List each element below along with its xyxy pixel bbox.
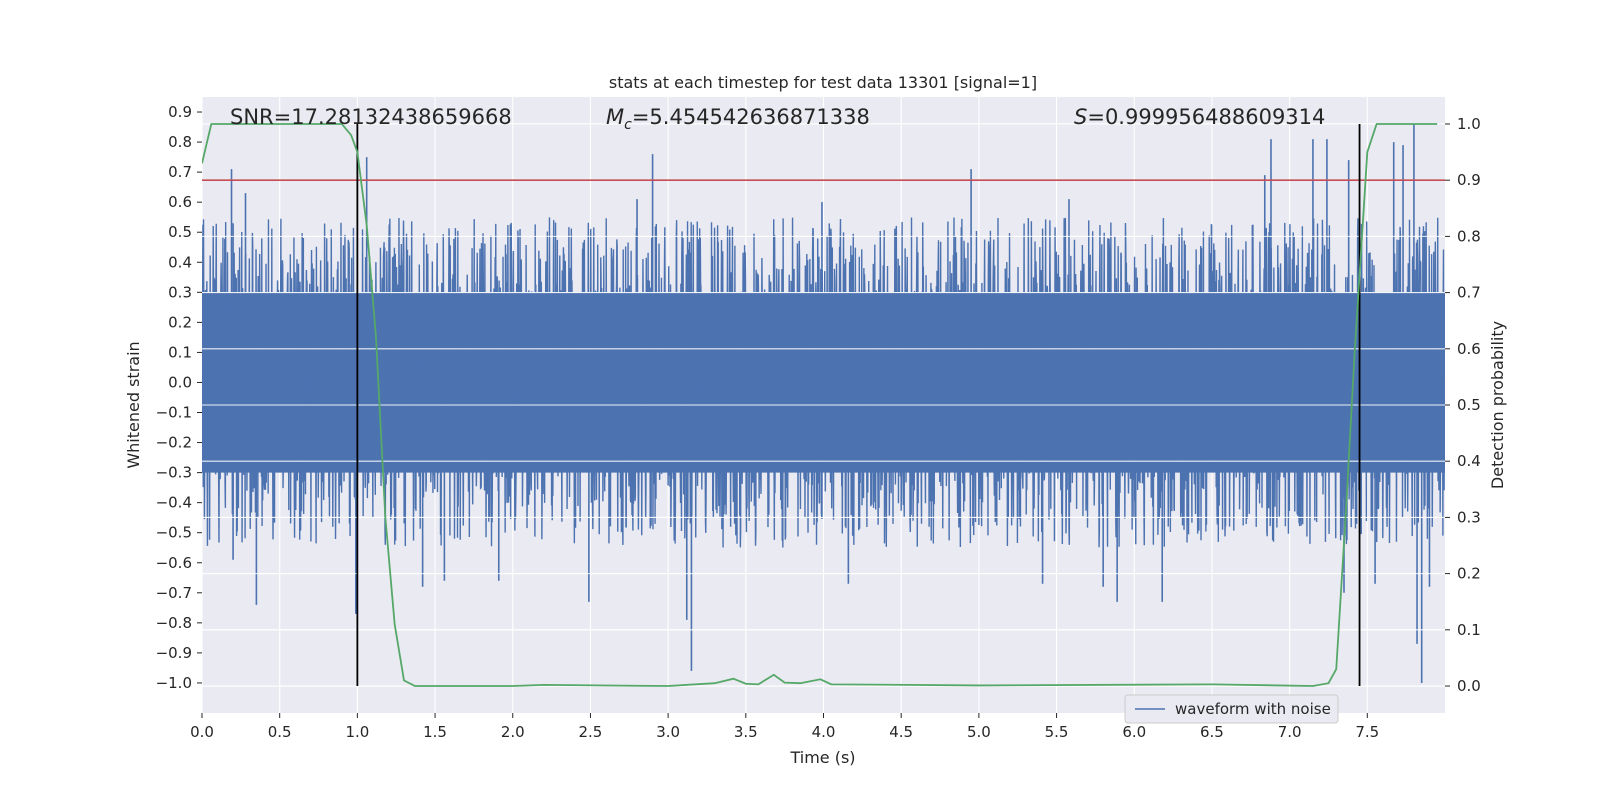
y-tick-label: −1.0: [156, 674, 192, 692]
x-tick-label: 7.0: [1278, 723, 1302, 741]
y2-tick-label: 0.3: [1457, 508, 1481, 526]
x-tick-label: 3.5: [734, 723, 758, 741]
y-tick-label: −0.5: [156, 524, 192, 542]
detection-stat-annotation: S=0.999956488609314: [1074, 105, 1325, 129]
y2-tick-label: 0.4: [1457, 452, 1481, 470]
x-tick-label: 6.0: [1122, 723, 1146, 741]
legend: waveform with noise: [1124, 694, 1339, 724]
x-tick-label: 2.5: [579, 723, 603, 741]
y-tick-label: 0.3: [168, 283, 192, 301]
y-tick-label: −0.9: [156, 644, 192, 662]
y2-tick-label: 0.8: [1457, 227, 1481, 245]
x-tick-label: 0.5: [268, 723, 292, 741]
y-tick-label: 0.5: [168, 223, 192, 241]
snr-annotation: SNR=17.28132438659668: [230, 105, 512, 129]
x-tick-label: 3.0: [656, 723, 680, 741]
y-tick-label: −0.1: [156, 404, 192, 422]
x-axis-label: Time (s): [789, 748, 855, 767]
y2-axis-label: Detection probability: [1488, 321, 1507, 489]
chart-title: stats at each timestep for test data 133…: [609, 73, 1037, 92]
y-tick-label: 0.0: [168, 373, 192, 391]
y-tick-label: 0.2: [168, 313, 192, 331]
x-tick-label: 1.0: [345, 723, 369, 741]
y-tick-label: 0.4: [168, 253, 192, 271]
y-tick-label: −0.3: [156, 464, 192, 482]
x-tick-label: 4.5: [889, 723, 913, 741]
legend-box: [1124, 694, 1339, 724]
y-tick-label: 0.7: [168, 163, 192, 181]
y-tick-label: 0.9: [168, 103, 192, 121]
probability-line: [202, 123, 1438, 687]
x-axis-ticks: 0.0 0.5 1.0 1.5 2.0 2.5 3.0 3.5 4.0 4.5 5.0 5.5 6.0 6…: [190, 713, 1379, 741]
chirp-mass-annotation: Mc=5.454542636871338: [606, 105, 870, 133]
y2-tick-label: 0.1: [1457, 621, 1481, 639]
x-tick-label: 5.5: [1045, 723, 1069, 741]
y2-tick-label: 0.6: [1457, 340, 1481, 358]
y2-tick-label: 1.0: [1457, 115, 1481, 133]
y-tick-label: 0.1: [168, 343, 192, 361]
detection-stat-value: =0.999956488609314: [1087, 105, 1325, 129]
chirp-mass-value: =5.454542636871338: [632, 105, 870, 129]
chirp-mass-symbol: M: [606, 105, 624, 129]
chart-marks: [202, 123, 1445, 687]
x-tick-label: 5.0: [967, 723, 991, 741]
y-tick-label: 0.8: [168, 133, 192, 151]
y2-tick-label: 0.7: [1457, 284, 1481, 302]
y-tick-label: 0.6: [168, 193, 192, 211]
y-tick-label: −0.4: [156, 494, 192, 512]
y-tick-label: −0.2: [156, 434, 192, 452]
y2-axis-ticks: 1.0 0.9 0.8 0.7 0.6 0.5 0.4 0.3 0.2 0.1 0.0: [1445, 115, 1481, 695]
y2-tick-label: 0.9: [1457, 171, 1481, 189]
y2-tick-label: 0.5: [1457, 396, 1481, 414]
x-tick-label: 1.5: [423, 723, 447, 741]
detection-stat-symbol: S: [1074, 105, 1087, 129]
y2-tick-label: 0.2: [1457, 565, 1481, 583]
x-tick-label: 7.5: [1355, 723, 1379, 741]
y-axis-ticks: 0.9 0.8 0.7 0.6 0.5 0.4 0.3 0.2 0.1 0.0 −0.1 −0.2 −0…: [156, 103, 202, 692]
x-tick-label: 2.0: [501, 723, 525, 741]
x-tick-label: 4.0: [812, 723, 836, 741]
legend-label-waveform: waveform with noise: [1175, 700, 1331, 718]
waveform-series: [202, 124, 1445, 683]
chirp-mass-subscript: c: [624, 117, 632, 133]
y-tick-label: −0.8: [156, 614, 192, 632]
y-tick-label: −0.6: [156, 554, 192, 572]
x-tick-label: 6.5: [1200, 723, 1224, 741]
y-axis-label: Whitened strain: [124, 341, 143, 468]
y-tick-label: −0.7: [156, 584, 192, 602]
y2-tick-label: 0.0: [1457, 677, 1481, 695]
x-tick-label: 0.0: [190, 723, 214, 741]
